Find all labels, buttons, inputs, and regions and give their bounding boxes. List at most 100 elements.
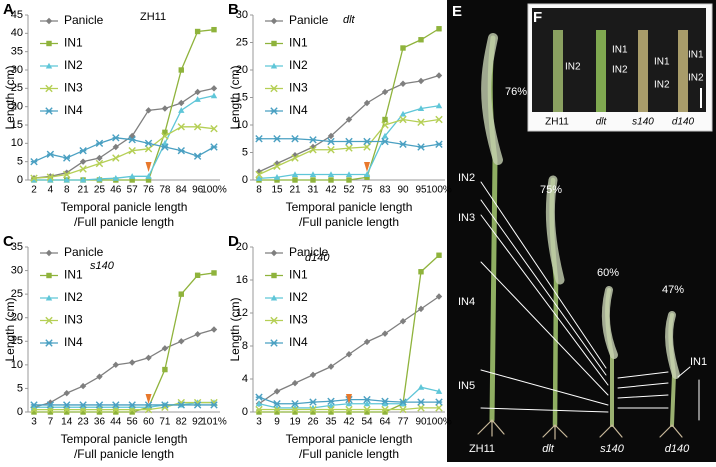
x-axis-label: /Full panicle length xyxy=(299,447,399,461)
marker xyxy=(382,116,388,123)
marker xyxy=(363,395,371,404)
x-tick-label: 19 xyxy=(289,417,301,428)
marker xyxy=(128,359,136,366)
marker xyxy=(95,139,104,148)
y-tick-label: 12 xyxy=(236,307,248,319)
internode-label: IN1 xyxy=(690,356,707,368)
y-tick-label: 15 xyxy=(11,119,23,131)
legend-marker xyxy=(45,107,53,115)
stem xyxy=(638,30,648,112)
marker xyxy=(345,144,353,152)
marker xyxy=(327,171,335,178)
marker xyxy=(31,409,37,415)
marker xyxy=(144,139,153,148)
x-tick-label: 52 xyxy=(343,185,355,196)
marker xyxy=(96,175,103,182)
marker xyxy=(177,146,185,155)
marker xyxy=(381,397,389,405)
marker xyxy=(255,400,263,407)
roots xyxy=(477,419,683,440)
marker xyxy=(363,405,371,414)
y-tick-label: 30 xyxy=(11,64,23,76)
marker xyxy=(399,405,407,414)
marker xyxy=(417,404,425,412)
marker xyxy=(79,165,87,173)
marker xyxy=(177,401,185,409)
legend-label: Panicle xyxy=(64,245,104,259)
marker xyxy=(113,409,119,415)
x-tick-label: 46 xyxy=(110,185,122,196)
y-tick-label: 25 xyxy=(11,82,23,94)
legend-marker xyxy=(46,40,52,47)
x-tick-label: 26 xyxy=(307,417,319,428)
marker xyxy=(211,270,217,276)
y-tick-label: 0 xyxy=(17,406,23,418)
marker xyxy=(399,140,407,148)
marker xyxy=(162,129,168,136)
marker xyxy=(381,132,389,139)
legend-marker xyxy=(270,249,278,257)
internode-label: IN5 xyxy=(458,380,475,392)
marker xyxy=(210,124,218,133)
marker xyxy=(363,137,371,146)
marker xyxy=(144,145,153,153)
marker xyxy=(194,272,201,278)
chart-panel: B Length (cm) 0 5 10 15 20 25 30 8 15 21 31 42 52 75 83 9… xyxy=(228,1,452,229)
marker xyxy=(63,176,70,183)
marker xyxy=(144,401,153,409)
marker xyxy=(255,393,263,401)
marker xyxy=(363,171,371,178)
marker xyxy=(309,171,317,178)
legend-marker xyxy=(46,272,52,279)
x-tick-label: 31 xyxy=(307,185,319,196)
marker xyxy=(96,373,103,380)
panel-label: B xyxy=(228,1,239,18)
marker xyxy=(399,318,407,325)
x-tick-label: 96 xyxy=(192,185,204,196)
x-tick-label: 21 xyxy=(289,185,301,196)
legend-marker xyxy=(45,249,53,257)
legend-label: IN4 xyxy=(289,335,308,349)
y-axis-label: Length (cm) xyxy=(3,65,17,129)
marker xyxy=(210,143,218,151)
legend-label: IN4 xyxy=(289,103,308,117)
marker xyxy=(327,146,335,154)
legend-marker xyxy=(45,17,53,25)
marker xyxy=(63,401,71,409)
legend-marker xyxy=(270,316,278,325)
arrow-annotation xyxy=(346,394,352,404)
x-tick-label: 25 xyxy=(94,185,106,196)
marker xyxy=(46,173,55,181)
legend-marker xyxy=(270,17,278,25)
x-tick-label: 90 xyxy=(415,417,427,428)
panel-label: C xyxy=(3,233,14,250)
y-tick-label: 25 xyxy=(236,36,248,48)
marker xyxy=(381,400,389,407)
y-tick-label: 35 xyxy=(11,241,23,253)
x-tick-label: 90 xyxy=(397,185,409,196)
x-tick-label: 92 xyxy=(192,417,204,428)
inset-genotype: d140 xyxy=(672,117,695,128)
marker xyxy=(399,110,407,117)
series-line xyxy=(33,328,215,408)
marker xyxy=(161,143,169,151)
marker xyxy=(47,409,54,415)
x-tick-label: 100% xyxy=(426,185,452,196)
marker xyxy=(193,123,202,131)
legend-label: IN2 xyxy=(289,58,308,72)
x-axis-label: /Full panicle length xyxy=(74,447,174,461)
marker xyxy=(79,176,87,183)
x-tick-label: 9 xyxy=(274,417,280,428)
marker xyxy=(292,409,298,415)
marker xyxy=(112,134,120,142)
x-tick-label: 54 xyxy=(361,417,373,428)
marker xyxy=(79,401,87,409)
legend-marker xyxy=(45,62,53,69)
legend-label: IN1 xyxy=(64,268,83,282)
legend-label: Panicle xyxy=(289,13,329,27)
marker xyxy=(291,379,299,387)
marker xyxy=(399,115,407,124)
series-line xyxy=(34,95,215,181)
y-tick-label: 40 xyxy=(11,27,23,39)
